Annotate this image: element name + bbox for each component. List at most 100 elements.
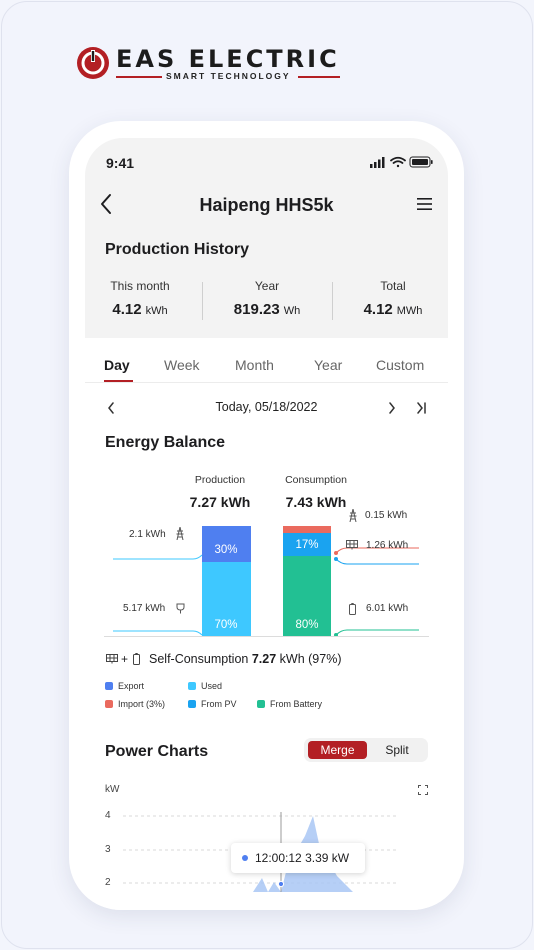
pv-kwh: 1.26 kWh xyxy=(366,540,409,551)
legend-from-pv: From PV xyxy=(201,699,237,709)
stat-divider xyxy=(202,282,203,320)
production-history-title: Production History xyxy=(105,241,250,258)
export-kwh: 2.1 kWh xyxy=(129,529,166,540)
legend-from-pv-swatch xyxy=(188,700,196,708)
stat-number: 4.12 xyxy=(112,301,142,318)
power-logo-icon xyxy=(77,47,109,79)
used-kwh: 5.17 kWh xyxy=(123,603,166,614)
tooltip-time: 12:00:12 xyxy=(255,851,302,865)
brand-underline-right xyxy=(298,76,340,78)
prev-day-icon[interactable] xyxy=(107,402,115,414)
brand-underline-left xyxy=(116,76,162,78)
battery-connector xyxy=(335,629,419,636)
y-tick-4: 4 xyxy=(105,810,111,821)
tabs-divider xyxy=(85,382,448,383)
brand-logo: EAS ELECTRIC SMART TECHNOLOGY xyxy=(76,44,346,84)
stat-total: Total 4.12 MWh xyxy=(338,279,448,318)
self-consumption-suffix: kWh (97%) xyxy=(279,652,342,666)
self-consumption: Self-Consumption 7.27 kWh (97%) xyxy=(149,652,342,666)
merge-button[interactable]: Merge xyxy=(308,741,367,759)
stat-year: Year 819.23 Wh xyxy=(212,279,322,318)
legend-from-battery: From Battery xyxy=(270,699,323,709)
power-charts-title: Power Charts xyxy=(105,743,209,760)
export-connector xyxy=(113,554,203,560)
self-consumption-value: 7.27 xyxy=(251,652,277,666)
legend-from-battery-swatch xyxy=(257,700,265,708)
production-value: 7.27 kWh xyxy=(189,494,251,510)
stat-number: 819.23 xyxy=(233,301,280,318)
legend-export: Export xyxy=(118,681,145,691)
chart-tooltip: 12:00:12 3.39 kW xyxy=(231,843,365,873)
legend-import-swatch xyxy=(105,700,113,708)
stat-number: 4.12 xyxy=(363,301,393,318)
stat-this-month: This month 4.12 kWh xyxy=(85,279,195,318)
stat-value: 819.23 Wh xyxy=(212,301,322,318)
consumption-value: 7.43 kWh xyxy=(285,494,347,510)
page-title: Haipeng HHS5k xyxy=(199,195,334,215)
battery-pct: 80% xyxy=(295,619,319,631)
battery-icon xyxy=(409,156,433,168)
stat-divider xyxy=(332,282,333,320)
pv-pct: 17% xyxy=(295,539,319,551)
tooltip-value: 3.39 kW xyxy=(305,851,350,865)
legend-import: Import (3%) xyxy=(118,699,166,709)
self-consumption-label: Self-Consumption xyxy=(149,652,249,666)
menu-icon[interactable] xyxy=(417,198,432,210)
chart-baseline xyxy=(104,636,429,637)
export-pct: 30% xyxy=(214,544,238,556)
expand-icon[interactable] xyxy=(418,785,428,795)
plus-sign: + xyxy=(121,652,129,666)
battery-small-icon xyxy=(133,653,140,665)
status-time: 9:41 xyxy=(106,155,135,171)
stat-label: This month xyxy=(110,279,170,293)
plug-icon xyxy=(176,603,185,614)
tab-custom[interactable]: Custom xyxy=(376,357,425,373)
tab-year[interactable]: Year xyxy=(314,357,343,373)
stat-label: Year xyxy=(254,279,280,293)
bar-import xyxy=(283,526,331,533)
used-pct: 70% xyxy=(214,619,238,631)
status-icons xyxy=(370,156,433,168)
last-day-icon[interactable] xyxy=(416,402,427,414)
solar-panel-icon xyxy=(346,540,358,550)
brand-tagline: SMART TECHNOLOGY xyxy=(166,71,291,81)
battery-kwh: 6.01 kWh xyxy=(366,603,409,614)
y-tick-2: 2 xyxy=(105,877,111,888)
signal-icon xyxy=(370,157,385,168)
date-label: Today, 05/18/2022 xyxy=(215,400,318,414)
tab-active-indicator xyxy=(104,380,133,382)
flow-connectors xyxy=(113,547,419,637)
stat-unit: MWh xyxy=(396,305,423,317)
stat-unit: kWh xyxy=(145,305,168,317)
y-tick-3: 3 xyxy=(105,844,111,855)
back-arrow-icon[interactable] xyxy=(99,193,113,215)
energy-balance-title: Energy Balance xyxy=(105,434,226,451)
pv-connector xyxy=(335,558,419,565)
grid-tower-icon xyxy=(176,527,184,540)
tab-month[interactable]: Month xyxy=(235,357,274,373)
crosshair-point xyxy=(277,880,285,888)
stat-unit: Wh xyxy=(283,305,301,317)
phone-frame: 9:41 Haipeng HHS5k xyxy=(69,121,464,910)
solar-panel-icon xyxy=(106,654,118,664)
stat-label: Total xyxy=(380,279,406,293)
bar-from-pv xyxy=(283,533,331,556)
import-kwh: 0.15 kWh xyxy=(365,510,408,521)
brand-name: EAS ELECTRIC xyxy=(116,45,340,73)
split-button[interactable]: Split xyxy=(385,743,409,757)
bar-used xyxy=(202,562,251,636)
y-axis-unit: kW xyxy=(105,784,120,795)
stat-value: 4.12 kWh xyxy=(85,301,195,318)
production-label: Production xyxy=(194,474,246,486)
legend-export-swatch xyxy=(105,682,113,690)
tab-week[interactable]: Week xyxy=(164,357,200,373)
consumption-label: Consumption xyxy=(285,474,347,486)
next-day-icon[interactable] xyxy=(388,402,396,414)
app-screen: 9:41 Haipeng HHS5k xyxy=(85,138,448,910)
wifi-icon xyxy=(390,156,406,168)
bar-export xyxy=(202,526,251,562)
tab-day[interactable]: Day xyxy=(104,357,130,373)
tooltip-dot xyxy=(242,855,248,861)
grid-tower-icon xyxy=(349,509,357,522)
legend-used-swatch xyxy=(188,682,196,690)
